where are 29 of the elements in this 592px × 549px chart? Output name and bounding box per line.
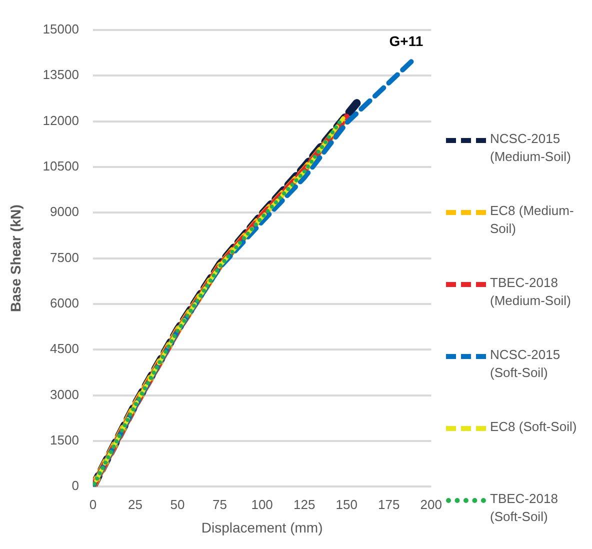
y-tick-label: 0 xyxy=(72,478,79,494)
x-tick-label: 25 xyxy=(128,496,142,512)
legend-label: EC8 (Medium-Soil) xyxy=(490,202,575,238)
legend-label: TBEC-2018 (Soft-Soil) xyxy=(490,490,559,526)
legend-label: NCSC-2015 (Soft-Soil) xyxy=(490,346,562,382)
y-tick-label: 9000 xyxy=(50,204,79,220)
y-tick-label: 3000 xyxy=(50,386,79,402)
x-tick-label: 0 xyxy=(89,496,97,512)
x-tick-label: 175 xyxy=(378,496,400,512)
y-tick-label: 13500 xyxy=(42,67,79,82)
annotation: G+11 xyxy=(389,32,424,49)
x-tick-label: 200 xyxy=(420,496,442,512)
legend-label: EC8 (Soft-Soil) xyxy=(490,418,577,436)
y-tick-label: 4500 xyxy=(50,341,79,356)
legend-label: NCSC-2015 (Medium-Soil) xyxy=(490,130,572,166)
x-tick-label: 100 xyxy=(251,496,273,512)
legend-label: TBEC-2018 (Medium-Soil) xyxy=(490,274,572,310)
y-tick-label: 7500 xyxy=(50,250,79,265)
x-axis-title: Displacement (mm) xyxy=(201,519,323,536)
y-axis-title: Base Shear (kN) xyxy=(7,204,24,312)
x-tick-label: 50 xyxy=(170,496,185,512)
y-tick-label: 6000 xyxy=(50,296,79,311)
y-tick-label: 12000 xyxy=(42,112,79,128)
x-tick-label: 75 xyxy=(212,496,228,512)
x-tick-label: 150 xyxy=(336,496,358,512)
y-tick-label: 10500 xyxy=(42,158,79,174)
x-tick-label: 125 xyxy=(293,496,316,512)
y-tick-label: 15000 xyxy=(42,22,79,37)
y-tick-label: 1500 xyxy=(50,432,79,448)
